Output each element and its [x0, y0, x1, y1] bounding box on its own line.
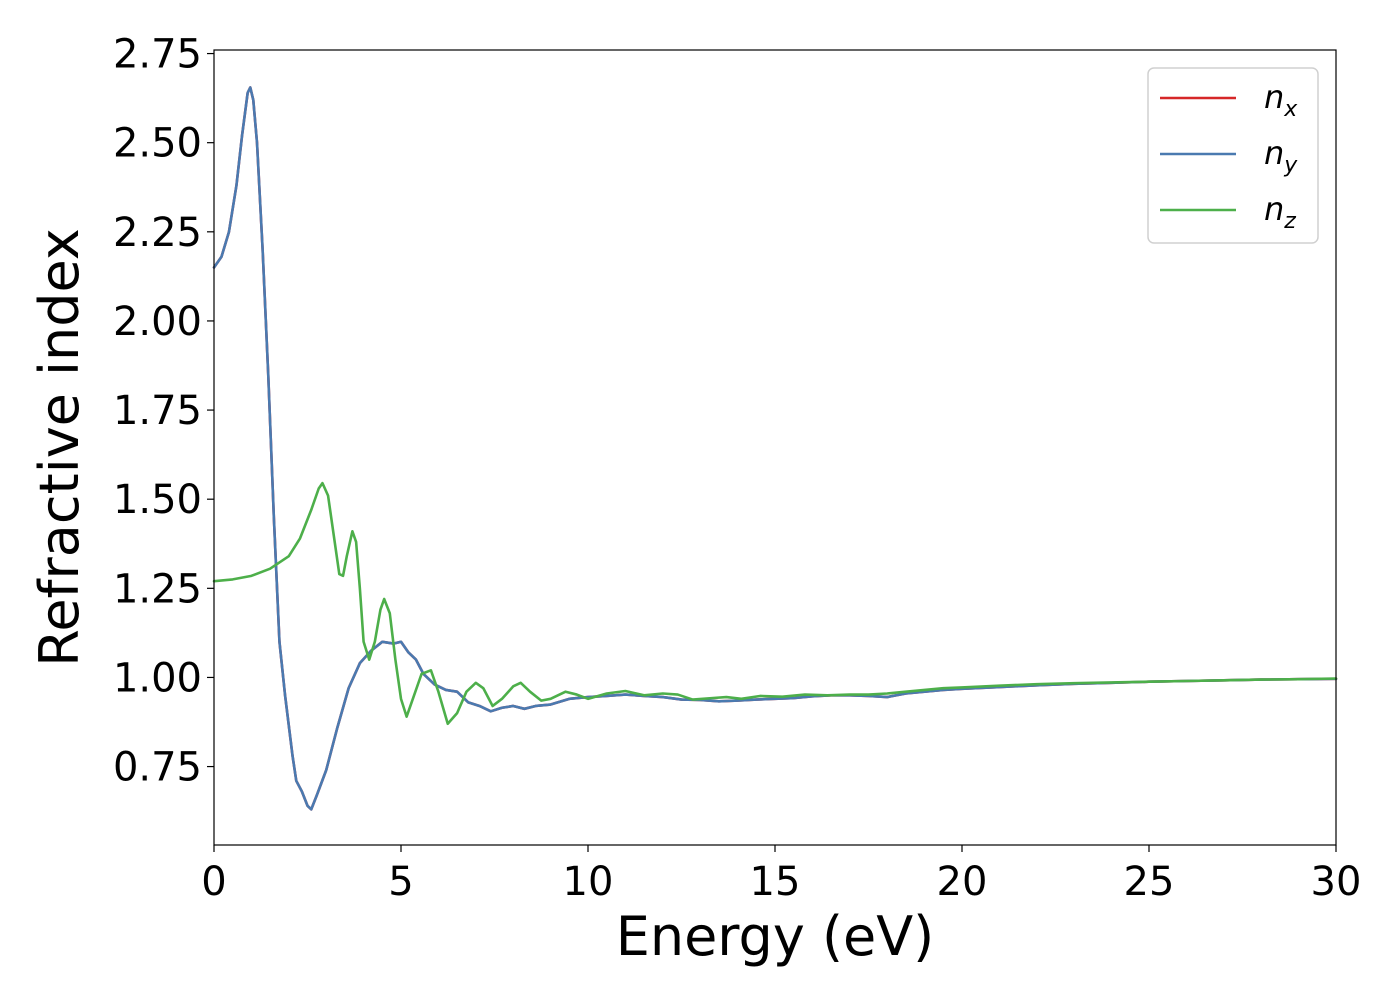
y-tick-label: 2.75 — [113, 32, 202, 78]
x-tick-label: 30 — [1311, 859, 1362, 905]
y-tick-label: 2.25 — [113, 210, 202, 256]
x-tick-label: 5 — [388, 859, 413, 905]
legend-label-y: ny — [1264, 134, 1298, 178]
x-tick-label: 15 — [750, 859, 801, 905]
series-layer — [212, 86, 1338, 811]
y-axis-ticks: 0.75 1.00 1.25 1.50 1.75 2.00 2.25 2.50 2.75 — [113, 32, 214, 791]
x-tick-label: 20 — [937, 859, 988, 905]
y-tick-label: 0.75 — [113, 745, 202, 791]
y-tick-label: 2.50 — [113, 121, 202, 167]
y-tick-label: 1.50 — [113, 477, 202, 523]
x-axis-title: Energy (eV) — [616, 905, 935, 968]
x-tick-label: 0 — [201, 859, 226, 905]
y-tick-label: 2.00 — [113, 299, 202, 345]
legend-label-z: nz — [1264, 190, 1296, 234]
x-tick-label: 25 — [1124, 859, 1175, 905]
legend-label-x: nx — [1264, 78, 1298, 122]
y-axis-title: Refractive index — [28, 228, 91, 667]
y-tick-label: 1.75 — [113, 388, 202, 434]
y-tick-label: 1.00 — [113, 655, 202, 701]
x-tick-label: 10 — [563, 859, 614, 905]
legend: nx ny nz — [1147, 67, 1319, 244]
legend-box — [1147, 67, 1319, 244]
x-axis-ticks: 0 5 10 15 20 25 30 — [201, 845, 1361, 905]
series-line-y — [212, 86, 1338, 811]
series-line-z — [212, 481, 1338, 726]
y-tick-label: 1.25 — [113, 566, 202, 612]
